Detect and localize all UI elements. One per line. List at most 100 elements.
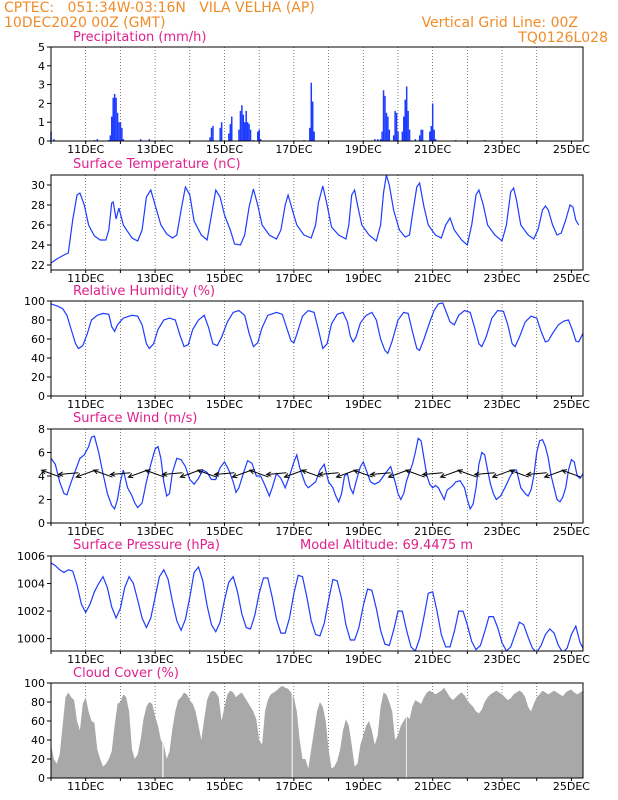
humidity-xtick-label: 15DEC	[206, 398, 243, 411]
wind-xtick-label: 23DEC	[483, 525, 520, 538]
precip-bar	[311, 101, 314, 141]
wind-arrow-head	[543, 473, 550, 479]
wind-arrow-head	[369, 471, 376, 477]
temperature-title: Surface Temperature (nC)	[73, 157, 241, 172]
precip-bar	[220, 122, 223, 141]
precip-bar	[111, 116, 113, 141]
wind-arrow	[492, 469, 512, 478]
pressure-xtick-label: 25DEC	[553, 653, 590, 666]
wind-arrow	[457, 469, 477, 478]
wind-arrow-head	[109, 471, 116, 477]
wind-arrow	[440, 469, 460, 478]
humidity-xtick-label: 13DEC	[137, 398, 174, 411]
temperature-frame	[50, 174, 584, 271]
wind-arrow	[76, 469, 96, 478]
precip-bar	[109, 135, 112, 141]
pressure-line	[51, 562, 583, 651]
station-info: CPTEC: 051:34W-03:16N VILA VELHA (AP)	[4, 0, 315, 16]
precip-bar	[388, 129, 391, 141]
precip-bar	[209, 137, 211, 141]
wind-xtick-label: 21DEC	[414, 525, 451, 538]
precip-bar	[96, 139, 99, 141]
wind-arrow	[128, 469, 148, 478]
pressure-title: Surface Pressure (hPa)	[73, 538, 220, 553]
wind-arrow-head	[75, 473, 82, 479]
temperature-xtick-label: 11DEC	[67, 272, 104, 285]
pressure-frame	[50, 555, 584, 652]
temperature-xtick-label: 17DEC	[275, 272, 312, 285]
wind-arrow-head	[421, 471, 428, 477]
precip-bar	[395, 112, 398, 141]
wind-arrow	[145, 469, 165, 478]
cloud-cover-ytick-label: 0	[38, 772, 45, 785]
temperature-xtick-label: 15DEC	[206, 272, 243, 285]
precip-bar	[119, 122, 122, 141]
wind-arrow-head	[57, 471, 64, 477]
temperature-xtick-label: 23DEC	[483, 272, 520, 285]
precip-bar	[239, 110, 242, 141]
wind-arrow	[561, 469, 582, 478]
precip-bar	[248, 124, 250, 141]
precip-bar	[139, 139, 142, 141]
precip-bar	[258, 129, 260, 141]
cloud-cover-xtick-label: 19DEC	[345, 780, 382, 793]
cloud-cover-ytick-label: 40	[31, 734, 45, 747]
wind-arrow-head	[456, 469, 463, 475]
humidity-xtick-label: 11DEC	[67, 398, 104, 411]
precip-bar	[387, 116, 389, 141]
pressure-ytick-label: 1002	[17, 605, 45, 618]
precip-bar	[397, 131, 399, 141]
humidity-xtick-label: 19DEC	[345, 398, 382, 411]
wind-arrow	[405, 469, 425, 478]
vertical-grid-note: Vertical Grid Line: 00Z	[421, 15, 578, 31]
wind-xtick-label: 25DEC	[553, 525, 590, 538]
precip-bar	[210, 127, 213, 141]
precip-bar	[148, 139, 151, 141]
wind-arrow	[58, 472, 79, 476]
precipitation-ytick-label: 0	[38, 135, 45, 148]
wind-arrow	[388, 469, 408, 478]
precip-bar	[242, 114, 245, 141]
wind-arrow-head	[439, 473, 446, 479]
wind-arrow-head	[525, 471, 532, 477]
precip-bar	[53, 139, 55, 141]
cloud-gap	[162, 683, 164, 778]
precip-bar	[421, 129, 424, 141]
precip-bar	[430, 125, 433, 141]
pressure-xtick-label: 13DEC	[137, 653, 174, 666]
precipitation-ytick-label: 4	[38, 60, 45, 73]
humidity-ytick-label: 60	[31, 333, 45, 346]
wind-arrow-head	[352, 469, 359, 475]
wind-arrow	[110, 472, 131, 476]
wind-arrow	[284, 469, 304, 478]
precip-bar	[313, 131, 315, 141]
precip-bar	[384, 95, 386, 141]
wind-line	[51, 435, 583, 511]
pressure-xtick-label: 21DEC	[414, 653, 451, 666]
cloud-cover-ytick-label: 100	[24, 677, 45, 690]
cloud-cover-xtick-label: 21DEC	[414, 780, 451, 793]
precipitation-xtick-label: 25DEC	[553, 143, 590, 156]
pressure-xtick-label: 17DEC	[275, 653, 312, 666]
humidity-xtick-label: 21DEC	[414, 398, 451, 411]
pressure-xtick-label: 23DEC	[483, 653, 520, 666]
precip-bar	[245, 110, 247, 141]
precipitation-xtick-label: 23DEC	[483, 143, 520, 156]
cloud-cover-xtick-label: 23DEC	[483, 780, 520, 793]
humidity-xtick-label: 25DEC	[553, 398, 590, 411]
temperature-ytick-label: 22	[31, 259, 45, 272]
wind-arrow	[214, 472, 235, 476]
wind-arrow-head	[213, 471, 220, 477]
cloud-cover-panel: Cloud Cover (%) 0 20 40 60 80 100 11DEC 13DEC 15D…	[24, 666, 590, 793]
temperature-ytick-label: 28	[31, 199, 45, 212]
wind-xtick-label: 13DEC	[137, 525, 174, 538]
wind-arrow	[180, 469, 200, 478]
precip-bar	[115, 97, 117, 141]
cloud-cover-xtick-label: 13DEC	[137, 780, 174, 793]
chart-header: CPTEC: 051:34W-03:16N VILA VELHA (AP) 10…	[0, 0, 618, 48]
precip-bar	[121, 127, 123, 141]
precip-bar	[241, 105, 243, 141]
wind-arrow	[249, 469, 269, 478]
precip-bar	[379, 139, 382, 141]
